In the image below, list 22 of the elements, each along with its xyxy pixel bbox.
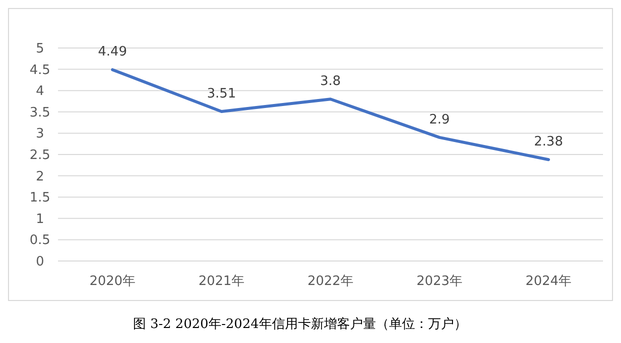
data-label: 3.51 xyxy=(207,86,236,102)
data-label: 3.8 xyxy=(320,74,341,90)
y-tick-label: 3.5 xyxy=(30,105,50,120)
x-tick-label: 2021年 xyxy=(198,274,245,289)
y-tick-label: 0 xyxy=(36,254,44,270)
y-tick-label: 2 xyxy=(36,169,44,184)
x-tick-label: 2024年 xyxy=(525,274,572,289)
data-label: 4.49 xyxy=(98,44,127,60)
y-tick-label: 0.5 xyxy=(30,233,50,248)
x-tick-label: 2020年 xyxy=(89,274,136,289)
y-tick-label: 2.5 xyxy=(30,148,50,163)
x-tick-label: 2023年 xyxy=(416,274,463,289)
x-tick-label: 2022年 xyxy=(307,274,354,289)
y-tick-label: 5 xyxy=(36,42,44,56)
caption: 图 3-2 2020年-2024年信用卡新增客户量（单位：万户） xyxy=(133,316,467,332)
y-tick-label: 1 xyxy=(36,212,44,227)
y-tick-label: 1.5 xyxy=(30,190,50,206)
data-label: 2.38 xyxy=(534,134,563,150)
y-tick-label: 3 xyxy=(36,126,44,142)
data-label: 2.9 xyxy=(429,112,450,128)
y-tick-label: 4 xyxy=(36,84,44,100)
y-tick-label: 4.5 xyxy=(30,62,50,78)
